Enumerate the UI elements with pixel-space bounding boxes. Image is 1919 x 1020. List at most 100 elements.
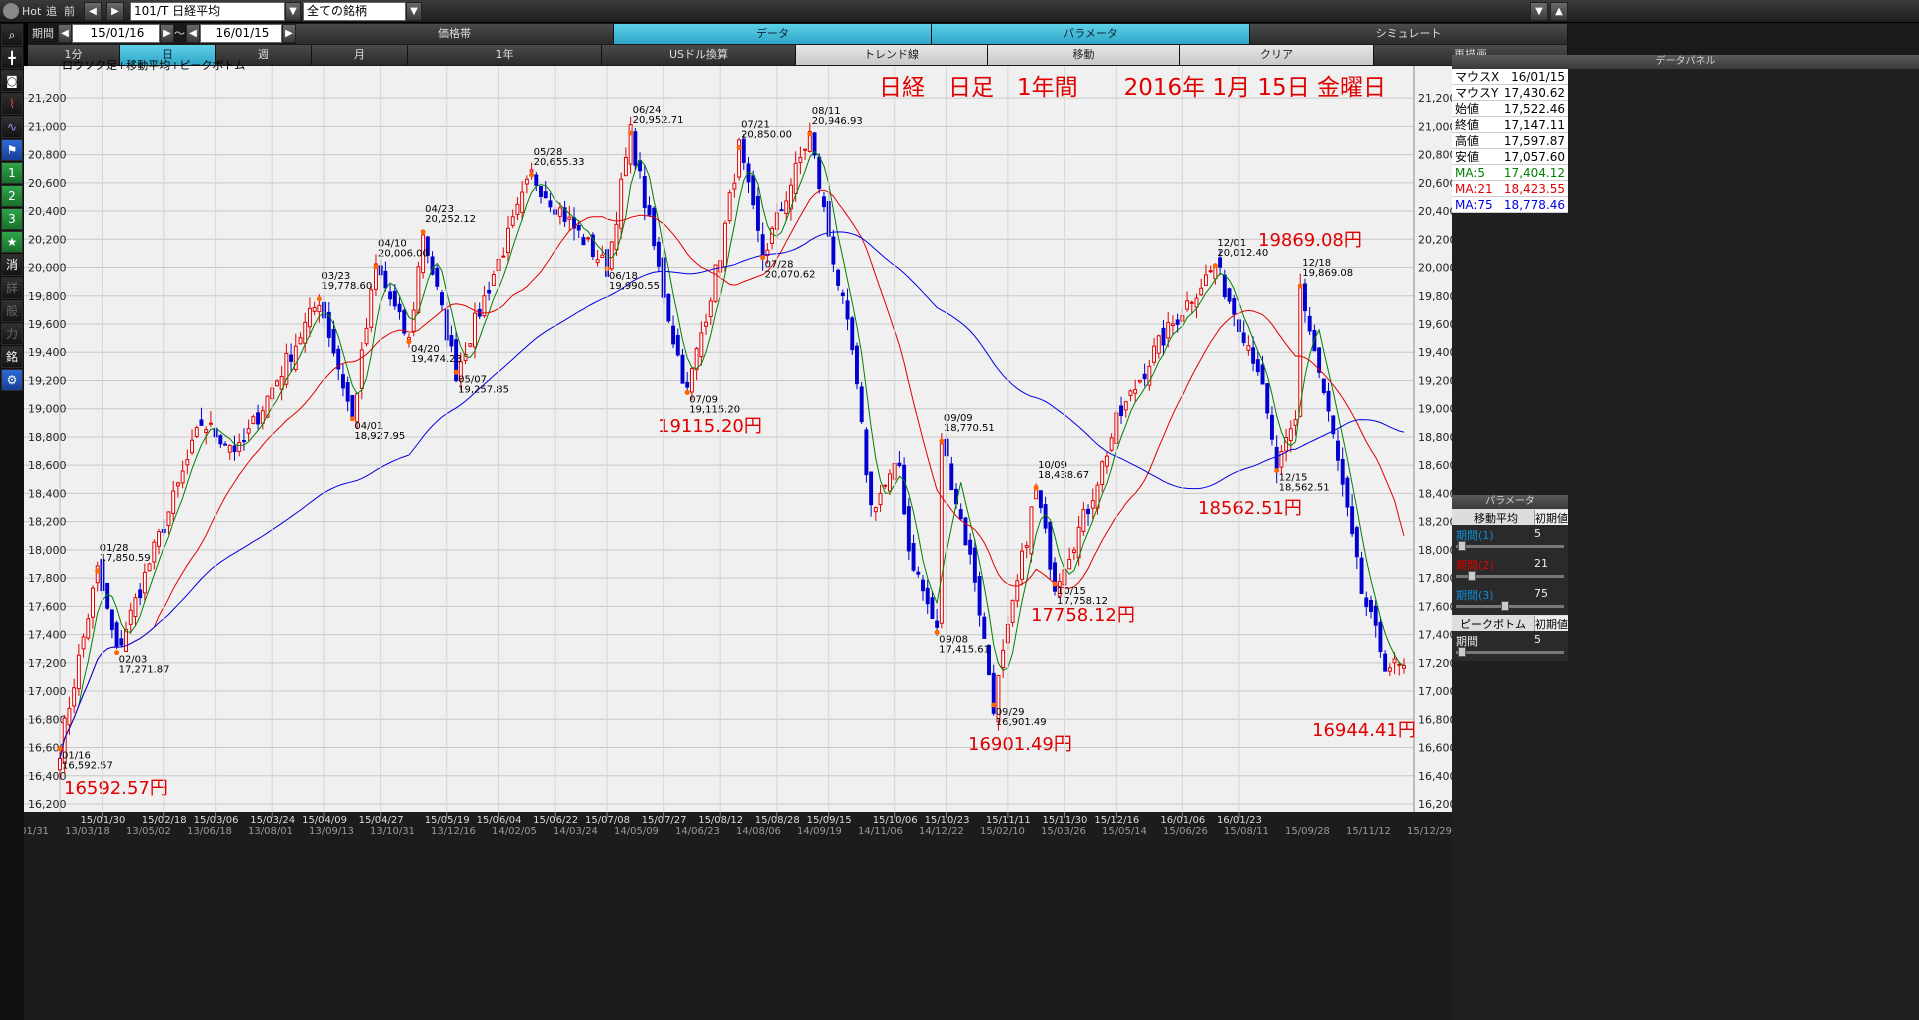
peak-date-label: 09/09 (944, 413, 973, 424)
tab-simulate[interactable]: シミュレート (1250, 24, 1568, 44)
x-tick-label: 15/06/22 (533, 815, 578, 826)
x-tick-label: 15/04/27 (359, 815, 404, 826)
search-icon[interactable]: ⌕ (1, 24, 23, 46)
to-next-icon[interactable]: ▶ (282, 24, 296, 43)
tab-parameters[interactable]: パラメータ (932, 24, 1250, 44)
candle-body (614, 223, 619, 251)
ma-period-slider-thumb[interactable] (1458, 541, 1466, 551)
price-callout: 16592.57円 (64, 778, 168, 799)
move-button[interactable]: 移動 (988, 45, 1180, 65)
peak-period-value[interactable]: 5 (1534, 633, 1541, 646)
from-next-icon[interactable]: ▶ (160, 24, 174, 43)
peak-marker (807, 131, 813, 137)
erase-button[interactable]: 消 (1, 254, 23, 276)
candle-body (803, 148, 808, 151)
candle-body (1288, 428, 1293, 442)
universe-dropdown-icon[interactable]: ▼ (406, 2, 422, 21)
from-prev-icon[interactable]: ◀ (58, 24, 72, 43)
prev-button[interactable]: 前 (64, 5, 75, 18)
preset-3-button[interactable]: 3 (1, 208, 23, 230)
ma-period-slider-thumb[interactable] (1468, 571, 1476, 581)
candle-body (859, 386, 864, 423)
tab-weekly[interactable]: 週 (216, 45, 312, 65)
ma-period-slider[interactable] (1456, 605, 1564, 608)
tab-data[interactable]: データ (614, 24, 932, 44)
x-tick-label-secondary: 13/05/02 (126, 826, 171, 837)
star-icon[interactable]: ★ (1, 231, 23, 253)
power-button[interactable]: 力 (1, 323, 23, 345)
candle-body (227, 444, 232, 453)
candle-body (487, 289, 492, 294)
candle-body (921, 579, 925, 592)
symbol-dropdown-icon[interactable]: ▼ (285, 2, 301, 21)
window-close-icon[interactable]: ▲ (1550, 2, 1568, 21)
y-tick-label-right: 18,000 (1418, 544, 1452, 557)
candle-body (619, 178, 624, 229)
peak-init-button[interactable]: 初期値 (1534, 616, 1568, 632)
forward-arrow-icon[interactable]: ▶ (106, 2, 124, 21)
general-button[interactable]: 般 (1, 300, 23, 322)
preset-2-button[interactable]: 2 (1, 185, 23, 207)
to-prev-icon[interactable]: ◀ (186, 24, 200, 43)
candle-body (595, 259, 600, 264)
y-tick-label-right: 20,600 (1418, 177, 1452, 190)
peak-period-slider-thumb[interactable] (1458, 647, 1466, 657)
indicator-icon[interactable]: ∿ (1, 116, 23, 138)
ma-period-slider-thumb[interactable] (1501, 601, 1509, 611)
date-from-field[interactable]: 15/01/16 (72, 24, 160, 43)
ma-init-button[interactable]: 初期値 (1534, 510, 1568, 526)
peak-value-label: 17,271.87 (119, 665, 170, 676)
candle-body (987, 644, 991, 676)
tab-1min[interactable]: 1分 (28, 45, 120, 65)
x-tick-label-secondary: 13/08/01 (248, 826, 293, 837)
panel-row-value: 17,404.12 (1503, 166, 1565, 180)
y-tick-label-right: 19,200 (1418, 374, 1452, 387)
universe-select[interactable]: 全ての銘柄 (303, 2, 406, 21)
candle-body (991, 672, 996, 714)
detail-button[interactable]: 詳 (1, 277, 23, 299)
candle-body (454, 339, 459, 382)
ma-period-value[interactable]: 75 (1534, 587, 1548, 600)
panel-row: 始値 17,522.46 (1452, 101, 1568, 117)
date-to-field[interactable]: 16/01/15 (200, 24, 282, 43)
y-tick-label-right: 17,600 (1418, 600, 1452, 613)
x-tick-label: 15/01/30 (80, 815, 125, 826)
ma-period-slider[interactable] (1456, 545, 1564, 548)
ma-period-slider[interactable] (1456, 575, 1564, 578)
crosshair-icon[interactable]: ╋ (1, 47, 23, 69)
flag-icon[interactable]: ⚑ (1, 139, 23, 161)
y-tick-label-left: 19,000 (28, 403, 67, 416)
y-tick-label-left: 17,800 (28, 572, 67, 585)
track-button[interactable]: 追 (46, 5, 57, 18)
ma-period-value[interactable]: 21 (1534, 557, 1548, 570)
panel-row: 高値 17,597.87 (1452, 133, 1568, 149)
tab-daily[interactable]: 日 (120, 45, 216, 65)
peak-period-slider[interactable] (1456, 651, 1564, 654)
tab-price-band[interactable]: 価格帯 (296, 24, 614, 44)
candle-body (1133, 389, 1138, 394)
y-tick-label-right: 17,200 (1418, 657, 1452, 670)
candlestick-chart[interactable]: 21,200 21,200 21,000 21,000 20,800 20,800 20,6… (24, 0, 1457, 812)
camera-icon[interactable]: ◙ (1, 70, 23, 92)
stock-button[interactable]: 銘 (1, 346, 23, 368)
preset-1-button[interactable]: 1 (1, 162, 23, 184)
peak-date-label: 01/28 (100, 543, 129, 554)
candle-body (81, 636, 86, 650)
back-arrow-icon[interactable]: ◀ (84, 2, 102, 21)
window-menu-icon[interactable]: ▼ (1530, 2, 1548, 21)
y-tick-label-right: 17,400 (1418, 629, 1452, 642)
candle-body (878, 492, 883, 506)
bulb-icon[interactable] (3, 3, 19, 19)
tab-1year[interactable]: 1年 (408, 45, 602, 65)
hot-button[interactable]: Hot (22, 5, 42, 18)
candle-body (821, 196, 826, 208)
symbol-field[interactable]: 101/T 日経平均 (130, 2, 285, 21)
tab-monthly[interactable]: 月 (312, 45, 408, 65)
gear-icon[interactable]: ⚙ (1, 369, 23, 391)
chart-icon[interactable]: ⌇ (1, 93, 23, 115)
usd-convert-button[interactable]: USドル換算 (602, 45, 796, 65)
ma-period-value[interactable]: 5 (1534, 527, 1541, 540)
chart-area[interactable]: 21,200 21,200 21,000 21,000 20,800 20,800 20,6… (24, 0, 1457, 812)
trendline-button[interactable]: トレンド線 (796, 45, 988, 65)
clear-button[interactable]: クリア (1180, 45, 1374, 65)
